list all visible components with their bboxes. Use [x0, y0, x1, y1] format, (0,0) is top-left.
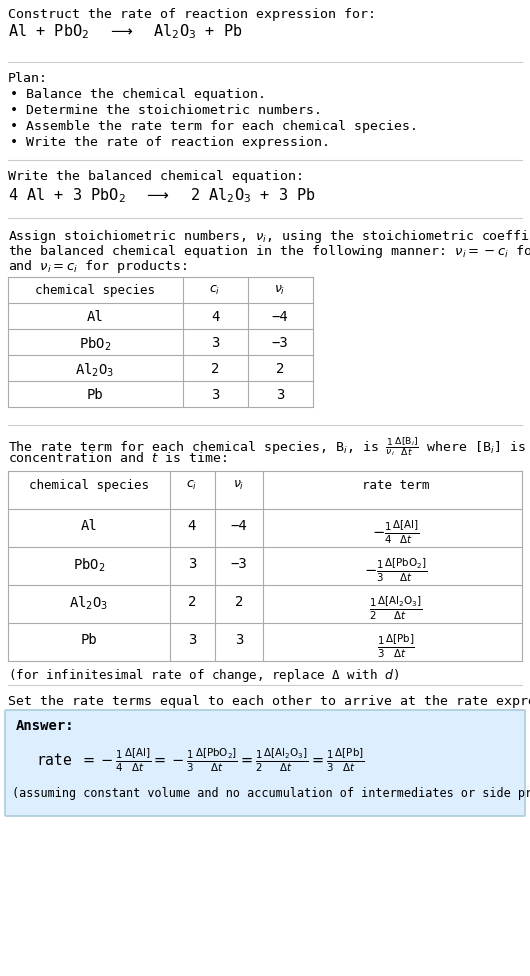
- Text: Pb: Pb: [81, 633, 98, 647]
- Text: chemical species: chemical species: [35, 284, 155, 297]
- Text: 4: 4: [188, 519, 196, 533]
- Text: 3: 3: [188, 633, 196, 647]
- Text: • Determine the stoichiometric numbers.: • Determine the stoichiometric numbers.: [10, 104, 322, 117]
- Text: Assign stoichiometric numbers, $\nu_i$, using the stoichiometric coefficients, $: Assign stoichiometric numbers, $\nu_i$, …: [8, 228, 530, 245]
- Text: Al + PbO$_2$  $\longrightarrow$  Al$_2$O$_3$ + Pb: Al + PbO$_2$ $\longrightarrow$ Al$_2$O$_…: [8, 22, 243, 41]
- Text: 3: 3: [235, 633, 243, 647]
- Text: Al: Al: [86, 310, 103, 324]
- Text: • Assemble the rate term for each chemical species.: • Assemble the rate term for each chemic…: [10, 120, 418, 133]
- Text: $\nu_i$: $\nu_i$: [233, 479, 245, 492]
- Text: $\frac{1}{3}\frac{\Delta[\mathrm{Pb}]}{\Delta t}$: $\frac{1}{3}\frac{\Delta[\mathrm{Pb}]}{\…: [377, 633, 415, 661]
- Text: 3: 3: [188, 557, 196, 571]
- Text: 2: 2: [211, 362, 219, 376]
- Text: 2: 2: [276, 362, 284, 376]
- Text: Al$_2$O$_3$: Al$_2$O$_3$: [75, 362, 114, 380]
- Text: −4: −4: [231, 519, 248, 533]
- Text: PbO$_2$: PbO$_2$: [73, 557, 105, 575]
- Text: $c_i$: $c_i$: [187, 479, 198, 492]
- Text: 3: 3: [211, 388, 219, 402]
- Text: Al$_2$O$_3$: Al$_2$O$_3$: [69, 595, 109, 612]
- Text: $\nu_i$: $\nu_i$: [275, 284, 286, 297]
- Text: (assuming constant volume and no accumulation of intermediates or side products): (assuming constant volume and no accumul…: [12, 787, 530, 800]
- Text: 2: 2: [188, 595, 196, 609]
- Text: (for infinitesimal rate of change, replace Δ with $d$): (for infinitesimal rate of change, repla…: [8, 667, 399, 684]
- Text: $-\frac{1}{3}\frac{\Delta[\mathrm{PbO_2}]}{\Delta t}$: $-\frac{1}{3}\frac{\Delta[\mathrm{PbO_2}…: [364, 557, 428, 585]
- Text: Set the rate terms equal to each other to arrive at the rate expression:: Set the rate terms equal to each other t…: [8, 695, 530, 708]
- FancyBboxPatch shape: [5, 710, 525, 816]
- Text: The rate term for each chemical species, B$_i$, is $\frac{1}{\nu_i}\frac{\Delta[: The rate term for each chemical species,…: [8, 435, 530, 458]
- Text: chemical species: chemical species: [29, 479, 149, 492]
- Text: and $\nu_i = c_i$ for products:: and $\nu_i = c_i$ for products:: [8, 258, 187, 275]
- Text: 2: 2: [235, 595, 243, 609]
- Text: the balanced chemical equation in the following manner: $\nu_i = -c_i$ for react: the balanced chemical equation in the fo…: [8, 243, 530, 260]
- Text: 3: 3: [276, 388, 284, 402]
- Text: Answer:: Answer:: [16, 719, 75, 733]
- Text: $c_i$: $c_i$: [209, 284, 220, 297]
- Text: −3: −3: [271, 336, 288, 350]
- Text: 3: 3: [211, 336, 219, 350]
- Text: Plan:: Plan:: [8, 72, 48, 85]
- Text: −3: −3: [231, 557, 248, 571]
- Text: rate term: rate term: [362, 479, 430, 492]
- Text: concentration and $t$ is time:: concentration and $t$ is time:: [8, 451, 227, 465]
- Text: • Balance the chemical equation.: • Balance the chemical equation.: [10, 88, 266, 101]
- Text: 4: 4: [211, 310, 219, 324]
- Text: PbO$_2$: PbO$_2$: [79, 336, 111, 353]
- Text: Al: Al: [81, 519, 98, 533]
- Text: 4 Al + 3 PbO$_2$  $\longrightarrow$  2 Al$_2$O$_3$ + 3 Pb: 4 Al + 3 PbO$_2$ $\longrightarrow$ 2 Al$…: [8, 186, 316, 205]
- Text: rate $= -\frac{1}{4}\frac{\Delta[\mathrm{Al}]}{\Delta t} = -\frac{1}{3}\frac{\De: rate $= -\frac{1}{4}\frac{\Delta[\mathrm…: [36, 747, 365, 775]
- Text: $-\frac{1}{4}\frac{\Delta[\mathrm{Al}]}{\Delta t}$: $-\frac{1}{4}\frac{\Delta[\mathrm{Al}]}{…: [372, 519, 420, 547]
- Text: −4: −4: [271, 310, 288, 324]
- Text: $\frac{1}{2}\frac{\Delta[\mathrm{Al_2O_3}]}{\Delta t}$: $\frac{1}{2}\frac{\Delta[\mathrm{Al_2O_3…: [369, 595, 422, 623]
- Text: • Write the rate of reaction expression.: • Write the rate of reaction expression.: [10, 136, 330, 149]
- Text: Write the balanced chemical equation:: Write the balanced chemical equation:: [8, 170, 304, 183]
- Text: Construct the rate of reaction expression for:: Construct the rate of reaction expressio…: [8, 8, 376, 21]
- Text: Pb: Pb: [86, 388, 103, 402]
